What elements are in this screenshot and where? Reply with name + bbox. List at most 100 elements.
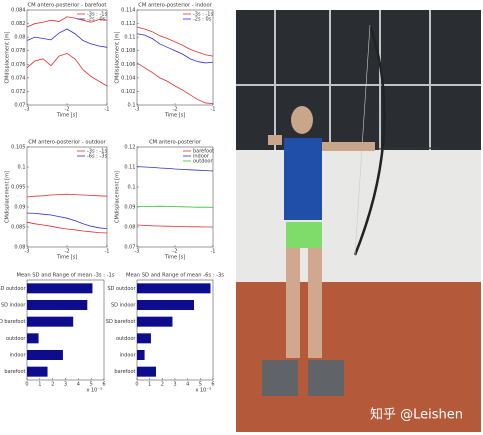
leg bbox=[308, 248, 322, 358]
plot-area bbox=[26, 9, 108, 106]
chart-title: Mean SD and Range of mean -6s : -3s bbox=[126, 273, 224, 279]
legend-label: -6s : -3s bbox=[87, 154, 107, 160]
plot-area bbox=[26, 279, 105, 381]
y-tick-label: indoor bbox=[10, 353, 27, 359]
bar bbox=[137, 300, 194, 310]
x-tick-label: -3 bbox=[25, 249, 30, 255]
legend-label: indoor bbox=[193, 154, 210, 160]
legend-label: -3s : -1s bbox=[87, 12, 107, 18]
head bbox=[291, 106, 313, 134]
windows bbox=[236, 10, 481, 150]
plot-area bbox=[136, 9, 214, 106]
y-tick-label: 0.07 bbox=[14, 103, 25, 109]
bar bbox=[27, 316, 74, 327]
y-tick-label: indoor bbox=[120, 353, 137, 359]
y-tick-label: 0.1 bbox=[128, 103, 136, 109]
watermark: 知乎 @Leishen bbox=[370, 407, 463, 423]
x-tick-label: -2 bbox=[173, 249, 178, 255]
y-tick-label: 0.085 bbox=[11, 225, 25, 231]
force-plate bbox=[308, 360, 344, 396]
y-tick-label: 0.08 bbox=[14, 35, 25, 41]
y-tick-label: 0.074 bbox=[11, 75, 25, 81]
x-tick-label: -3 bbox=[135, 107, 140, 113]
bar bbox=[137, 350, 145, 360]
y-axis-label: CMdisplacement [m] bbox=[5, 171, 11, 223]
y-tick-label: 0.106 bbox=[121, 62, 135, 68]
y-tick-label: 0.11 bbox=[124, 35, 135, 41]
bar bbox=[27, 283, 93, 294]
x-tick-label: 4 bbox=[186, 382, 189, 388]
legend-label: -3s : -1s bbox=[87, 149, 107, 155]
x-axis-label: Time [s] bbox=[164, 113, 185, 119]
y-tick-label: outdoor bbox=[6, 336, 26, 342]
y-tick-label: 0.082 bbox=[11, 21, 25, 27]
y-tick-label: SD outdoor bbox=[107, 286, 136, 292]
y-axis-label: CMdisplacement [m] bbox=[115, 32, 121, 84]
legend-label: outdoor bbox=[193, 159, 213, 165]
force-plate bbox=[262, 360, 298, 396]
x-tick-label: 2 bbox=[51, 382, 54, 388]
leg bbox=[286, 248, 300, 358]
y-tick-label: barefoot bbox=[4, 369, 25, 375]
x-tick-label: -2 bbox=[173, 107, 178, 113]
y-tick-label: SD outdoor bbox=[0, 286, 26, 292]
y-tick-label: 0.1 bbox=[128, 185, 136, 191]
series-line bbox=[26, 52, 108, 87]
series-line bbox=[26, 16, 108, 28]
y-tick-label: 0.11 bbox=[124, 165, 135, 171]
series-line bbox=[136, 205, 214, 208]
y-tick-label: 0.084 bbox=[11, 8, 25, 14]
y-tick-label: 0.102 bbox=[121, 89, 135, 95]
x-tick-label: 3 bbox=[64, 382, 67, 388]
x-tick-label: 1 bbox=[38, 382, 41, 388]
y-tick-label: SD barefoot bbox=[0, 319, 26, 325]
bow-string bbox=[354, 24, 371, 256]
legend-label: -2s : 0s bbox=[193, 17, 212, 23]
window-frames bbox=[236, 10, 481, 150]
arm bbox=[320, 142, 375, 151]
x-axis-label: Time [s] bbox=[56, 255, 77, 261]
legend-label: -2s : 0s bbox=[87, 17, 106, 23]
series-line bbox=[136, 166, 214, 172]
x-axis-label: Time [s] bbox=[56, 113, 77, 119]
x-tick-label: 3 bbox=[173, 382, 176, 388]
y-tick-label: SD barefoot bbox=[106, 319, 136, 325]
y-tick-label: 0.114 bbox=[121, 8, 135, 14]
x-tick-label: 0 bbox=[135, 382, 138, 388]
chart-title: Mean SD and Range of mean -3s : -1s bbox=[16, 273, 114, 279]
chart-title: CM antero-posterior bbox=[149, 140, 202, 146]
y-tick-label: SD indoor bbox=[1, 303, 26, 309]
series-line bbox=[136, 224, 213, 228]
bar bbox=[27, 366, 48, 377]
x-unit: x 10⁻³ bbox=[195, 388, 211, 394]
series-line bbox=[26, 221, 108, 234]
y-tick-label: 0.078 bbox=[11, 48, 25, 54]
x-unit: x 10⁻³ bbox=[86, 388, 102, 394]
chart-title: CM antero-posterior - indoor bbox=[138, 3, 212, 9]
chart-title: CM antero-posterior - outdoor bbox=[28, 140, 106, 146]
legend-label: -3s : -1s bbox=[193, 12, 213, 18]
bow bbox=[353, 24, 386, 256]
y-tick-label: outdoor bbox=[116, 336, 136, 342]
x-tick-label: -1 bbox=[105, 249, 110, 255]
x-tick-label: 4 bbox=[77, 382, 80, 388]
y-tick-label: 0.12 bbox=[124, 145, 135, 151]
x-tick-label: -1 bbox=[211, 249, 216, 255]
x-tick-label: -1 bbox=[105, 107, 110, 113]
series-line bbox=[136, 33, 214, 64]
wall bbox=[236, 150, 481, 282]
x-tick-label: 5 bbox=[90, 382, 93, 388]
x-tick-label: -1 bbox=[211, 107, 216, 113]
y-tick-label: 0.09 bbox=[124, 205, 135, 211]
y-tick-label: 0.1 bbox=[18, 165, 26, 171]
chart-title: CM antero-posterior - barefoot bbox=[28, 3, 107, 9]
y-tick-label: 0.09 bbox=[14, 205, 25, 211]
bar bbox=[137, 333, 151, 344]
photo bbox=[236, 10, 481, 432]
y-tick-label: 0.108 bbox=[121, 48, 135, 54]
x-tick-label: -3 bbox=[135, 249, 140, 255]
x-tick-label: -2 bbox=[65, 249, 70, 255]
x-tick-label: 6 bbox=[211, 382, 214, 388]
y-tick-label: 0.104 bbox=[121, 75, 135, 81]
